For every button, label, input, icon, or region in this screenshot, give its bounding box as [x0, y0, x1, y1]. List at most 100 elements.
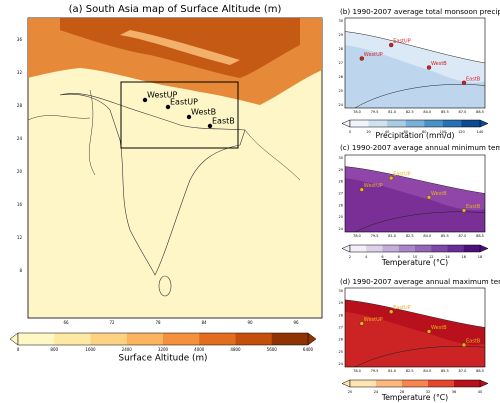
colorbar-segment	[163, 333, 200, 345]
colorbar-tick-label: 120	[458, 130, 465, 134]
colorbar-tick-label: 2400	[122, 347, 133, 352]
lon-tick-label: 82.5	[406, 234, 414, 238]
station	[359, 56, 364, 61]
colorbar-tick-label: 8	[398, 255, 400, 259]
lon-tick-label: 72	[109, 320, 115, 325]
colorbar-segment	[54, 333, 91, 345]
lat-tick-label: 28	[17, 103, 23, 108]
colorbar-tick-label: 4800	[230, 347, 241, 352]
colorbar-segment	[376, 380, 403, 387]
colorbar-extend	[479, 244, 489, 253]
colorbar-tick-label: 3200	[158, 347, 169, 352]
station-label: EastB	[466, 76, 481, 82]
colorbar-segment	[463, 245, 481, 252]
colorbar-segment	[368, 120, 388, 127]
colorbar-tick-label: 36	[452, 390, 456, 394]
station	[426, 329, 432, 334]
colorbar-extend	[341, 379, 351, 388]
lat-tick-label: 24	[339, 362, 344, 366]
lat-tick-label: 25	[339, 215, 343, 219]
colorbar-tick-label: 24	[374, 390, 379, 394]
station	[186, 114, 192, 120]
map-field	[345, 311, 485, 367]
map-field	[345, 45, 485, 108]
colorbar-segment	[90, 333, 128, 345]
lon-tick-label: 78	[155, 320, 161, 325]
lon-tick-label: 87.0	[459, 110, 467, 114]
station-label: WestB	[431, 325, 447, 331]
lat-tick-label: 25	[339, 89, 343, 93]
colorbar-tick-label: 6400	[303, 347, 314, 352]
colorbar-label: Temperature (°C)	[381, 258, 448, 267]
colorbar-tick-label: 100	[440, 130, 447, 134]
lat-tick-label: 36	[17, 37, 23, 42]
colorbar-segment	[461, 120, 481, 127]
station	[461, 80, 467, 85]
lat-tick-label: 25	[339, 350, 343, 354]
lat-tick-label: 27	[339, 61, 343, 65]
colorbar-segment	[366, 245, 383, 252]
colorbar-segment	[415, 245, 432, 252]
lon-tick-label: 81.0	[388, 234, 396, 238]
lat-tick-label: 30	[339, 289, 343, 293]
station-label: EastUP	[170, 98, 198, 107]
colorbar-tick-label: 12	[429, 255, 433, 259]
station-label: WestUP	[364, 183, 383, 189]
lat-tick-label: 30	[339, 156, 343, 160]
lon-tick-label: 84.0	[423, 110, 431, 114]
colorbar-tick-label: 18	[478, 255, 482, 259]
station	[165, 104, 171, 110]
lat-tick-label: 27	[339, 326, 343, 330]
station-label: EastUP	[393, 39, 410, 45]
colorbar-tick-label: 10	[413, 255, 417, 259]
lat-tick-label: 28	[339, 47, 343, 51]
station	[389, 309, 394, 314]
lon-tick-label: 81.0	[388, 369, 396, 373]
colorbar-segment	[442, 120, 462, 127]
station	[389, 175, 394, 181]
colorbar-segment	[126, 333, 164, 345]
colorbar-tick-label: 40	[385, 130, 389, 134]
lat-tick-label: 32	[17, 70, 23, 75]
colorbar-tick-label: 80	[422, 130, 426, 134]
lon-tick-label: 79.5	[371, 234, 379, 238]
colorbar-tick-label: 800	[50, 347, 58, 352]
station	[359, 321, 364, 326]
colorbar-extend	[341, 244, 351, 253]
colorbar-segment	[447, 245, 465, 252]
lon-tick-label: 87.0	[459, 369, 467, 373]
colorbar-tick-label: 1600	[85, 347, 96, 352]
station-label: WestUP	[364, 52, 383, 58]
lon-tick-label: 90	[247, 320, 253, 325]
map-frame	[344, 154, 486, 233]
colorbar-tick-label: 16	[462, 255, 466, 259]
colorbar-segment	[454, 380, 481, 387]
colorbar-tick-label: 20	[366, 130, 370, 134]
lat-tick-label: 26	[339, 75, 343, 79]
station-label: EastUP	[393, 172, 410, 178]
colorbar-extend	[307, 332, 317, 346]
colorbar-segment	[424, 120, 444, 127]
lat-tick-label: 24	[17, 136, 23, 141]
colorbar-tick-label: 20	[348, 390, 352, 394]
colorbar-tick-label: 28	[400, 390, 404, 394]
station	[426, 65, 432, 70]
lat-tick-label: 29	[339, 168, 343, 172]
station-label: EastB	[212, 117, 235, 126]
station-label: WestB	[191, 108, 216, 117]
station	[142, 97, 148, 103]
lon-tick-label: 84	[201, 320, 207, 325]
colorbar-segment	[350, 380, 377, 387]
colorbar-segment	[271, 333, 309, 345]
colorbar-extend	[479, 379, 489, 388]
map-frame	[344, 287, 486, 368]
colorbar-label: Precipitation (mm/d)	[376, 131, 455, 140]
colorbar-tick-label: 40	[478, 390, 482, 394]
lat-tick-label: 28	[339, 313, 343, 317]
station-label: WestB	[431, 61, 447, 67]
map-frame	[344, 17, 486, 109]
colorbar-segment	[235, 333, 273, 345]
colorbar-tick-label: 4000	[194, 347, 205, 352]
colorbar-tick-label: 14	[445, 255, 450, 259]
lat-tick-label: 12	[17, 235, 23, 240]
